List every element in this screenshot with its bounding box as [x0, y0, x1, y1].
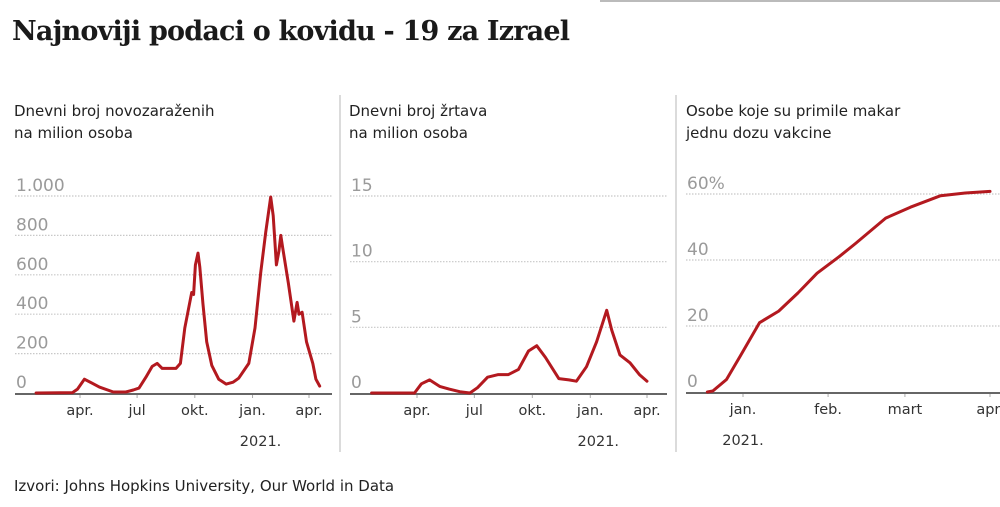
- chart-3-title-line-1: Osobe koje su primile makar: [686, 102, 901, 120]
- x-tick-label: apr.: [976, 402, 1000, 418]
- x-tick-label: jan.: [729, 402, 757, 418]
- top-rule: [600, 0, 1000, 2]
- y-tick-label: 800: [16, 215, 48, 235]
- x-tick-label: apr.: [403, 403, 430, 419]
- year-label: 2021.: [240, 434, 282, 450]
- chart-2-title-line-2: na milion osoba: [349, 124, 468, 142]
- x-tick-label: jul: [465, 403, 483, 419]
- y-tick-label: 40: [687, 240, 709, 260]
- chart-1-title-line-1: Dnevni broj novozaraženih: [14, 102, 215, 120]
- x-tick-label: mart: [888, 402, 923, 418]
- y-tick-label: 15: [351, 176, 373, 196]
- y-tick-label: 0: [687, 372, 698, 392]
- y-tick-label: 600: [16, 255, 48, 275]
- y-tick-label: 10: [351, 242, 373, 262]
- y-tick-label: 0: [16, 373, 27, 393]
- y-tick-label: 200: [16, 334, 48, 354]
- x-tick-label: jan.: [576, 403, 604, 419]
- x-tick-label: feb.: [814, 402, 842, 418]
- series-line-2: [370, 308, 649, 395]
- x-tick-label: jan.: [238, 403, 266, 419]
- page-title: Najnoviji podaci o kovidu - 19 za Izrael: [12, 16, 570, 47]
- x-tick-label: okt.: [519, 403, 547, 419]
- year-label: 2021.: [722, 433, 764, 449]
- x-tick-label: apr.: [633, 403, 660, 419]
- x-tick-label: okt.: [181, 403, 209, 419]
- chart-3-title-line-2: jednu dozu vakcine: [686, 124, 832, 142]
- chart-1-title-line-2: na milion osoba: [14, 124, 133, 142]
- y-tick-label: 20: [687, 306, 709, 326]
- x-tick-label: apr.: [295, 403, 322, 419]
- series-line-1: [34, 195, 322, 395]
- y-tick-label: 0: [351, 373, 362, 393]
- x-tick-label: apr.: [66, 403, 93, 419]
- source-note: Izvori: Johns Hopkins University, Our Wo…: [14, 477, 395, 495]
- x-tick-label: jul: [127, 403, 145, 419]
- chart-3-title: Osobe koje su primile makar jednu dozu v…: [686, 100, 986, 144]
- chart-1-title: Dnevni broj novozaraženih na milion osob…: [14, 100, 314, 144]
- y-tick-label: 1.000: [16, 176, 65, 196]
- chart-2-title-line-1: Dnevni broj žrtava: [349, 102, 488, 120]
- series-line-3: [705, 189, 992, 394]
- chart-2-title: Dnevni broj žrtava na milion osoba: [349, 100, 649, 144]
- y-tick-label: 400: [16, 294, 48, 314]
- year-label: 2021.: [578, 434, 620, 450]
- y-tick-label: 60%: [687, 174, 725, 194]
- y-tick-label: 5: [351, 307, 362, 327]
